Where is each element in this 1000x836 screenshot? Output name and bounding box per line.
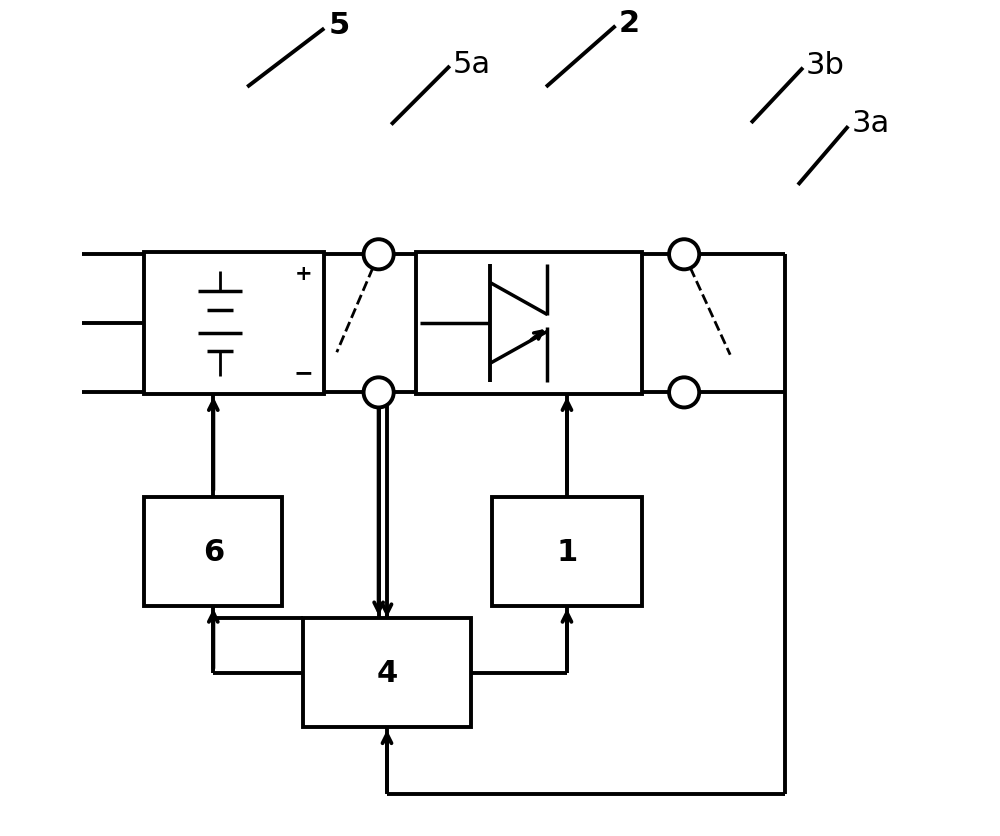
Circle shape [364, 240, 394, 270]
Text: 1: 1 [556, 538, 578, 566]
Text: 5a: 5a [452, 50, 490, 79]
Text: 3b: 3b [806, 51, 844, 79]
Text: 4: 4 [376, 659, 398, 687]
Circle shape [669, 378, 699, 408]
Text: 3a: 3a [852, 110, 890, 138]
Text: 5: 5 [328, 11, 350, 39]
Bar [144, 252, 324, 395]
Bar [303, 619, 471, 727]
Bar [492, 497, 642, 606]
Text: 2: 2 [619, 9, 640, 38]
Bar [416, 252, 642, 395]
Bar [144, 497, 282, 606]
Text: −: − [293, 360, 313, 385]
Circle shape [669, 240, 699, 270]
Text: +: + [294, 263, 312, 283]
Text: 6: 6 [203, 538, 224, 566]
Circle shape [364, 378, 394, 408]
